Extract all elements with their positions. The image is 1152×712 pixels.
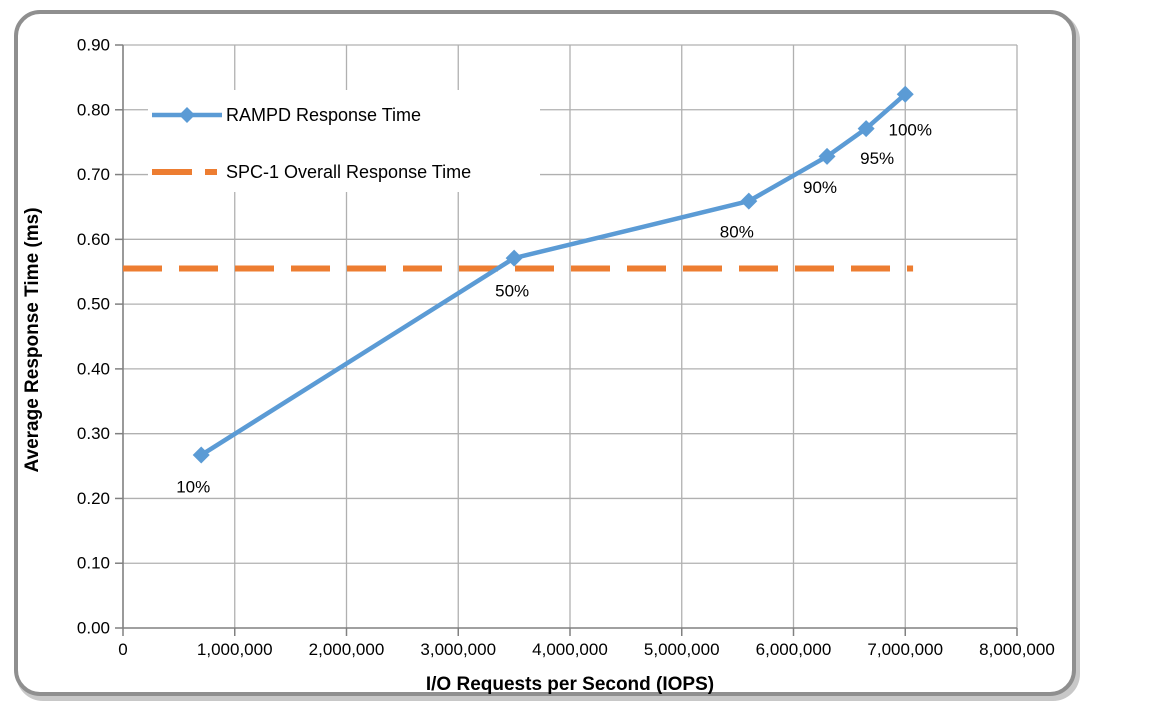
data-point-diamond-marker (192, 446, 210, 464)
y-tick-label: 0.30 (77, 424, 110, 443)
data-point-diamond-marker (740, 192, 758, 210)
y-tick-label: 0.40 (77, 359, 110, 378)
data-point-diamond-marker (896, 85, 914, 103)
y-tick-label: 0.60 (77, 230, 110, 249)
x-axis-title: I/O Requests per Second (IOPS) (426, 674, 714, 695)
y-tick-label: 0.00 (77, 619, 110, 638)
y-tick-label: 0.90 (77, 36, 110, 55)
y-axis-title: Average Response Time (ms) (22, 207, 43, 472)
x-tick-label: 8,000,000 (979, 640, 1055, 659)
x-tick-label: 0 (118, 640, 127, 659)
x-tick-label: 1,000,000 (197, 640, 273, 659)
data-point-label: 80% (720, 223, 754, 242)
x-tick-label: 7,000,000 (867, 640, 943, 659)
x-tick-label: 3,000,000 (420, 640, 496, 659)
y-tick-label: 0.50 (77, 295, 110, 314)
data-point-label: 90% (803, 178, 837, 197)
data-point-label: 95% (860, 149, 894, 168)
x-tick-label: 2,000,000 (309, 640, 385, 659)
data-point-diamond-marker (857, 120, 875, 138)
x-tick-label: 6,000,000 (756, 640, 832, 659)
x-tick-label: 4,000,000 (532, 640, 608, 659)
data-point-label: 10% (176, 478, 210, 497)
y-tick-label: 0.70 (77, 165, 110, 184)
rampd-response-line (198, 91, 908, 458)
data-point-diamond-marker (818, 147, 836, 165)
legend-label-rampd: RAMPD Response Time (226, 105, 421, 125)
x-tick-label: 5,000,000 (644, 640, 720, 659)
legend-label-spc1: SPC-1 Overall Response Time (226, 162, 471, 182)
data-point-label: 50% (495, 282, 529, 301)
legend-diamond-marker-icon (179, 107, 195, 123)
y-tick-label: 0.80 (77, 100, 110, 119)
y-tick-label: 0.10 (77, 554, 110, 573)
data-point-diamond-marker (505, 249, 523, 267)
y-tick-label: 0.20 (77, 489, 110, 508)
data-point-label: 100% (889, 121, 932, 140)
